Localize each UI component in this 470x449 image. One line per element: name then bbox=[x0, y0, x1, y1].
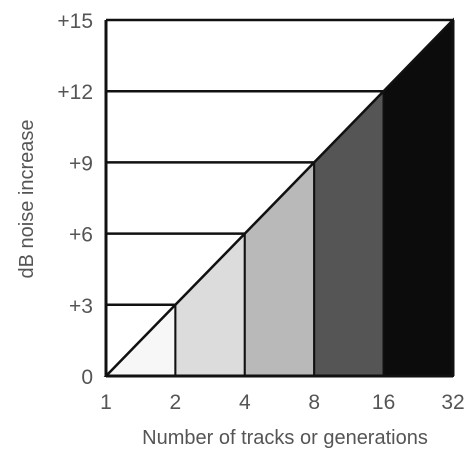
x-tick-label: 8 bbox=[308, 391, 320, 414]
area-band-5 bbox=[382, 17, 454, 377]
x-tick-label: 1 bbox=[100, 391, 112, 414]
area-band-3 bbox=[243, 159, 316, 377]
y-tick-label: +9 bbox=[69, 152, 93, 175]
series-line-layer bbox=[105, 19, 454, 377]
step-line-layer bbox=[106, 18, 453, 307]
x-tick-label: 2 bbox=[170, 391, 182, 414]
y-axis-label: dB noise increase bbox=[16, 120, 38, 279]
y-tick-labels: 0 +3 +6 +9 +12 +15 bbox=[57, 10, 93, 389]
plot-frame bbox=[104, 20, 455, 378]
y-tick-label: +12 bbox=[57, 81, 93, 104]
area-band-2 bbox=[174, 231, 246, 377]
series-line bbox=[105, 19, 454, 377]
y-tick-label: +6 bbox=[69, 224, 93, 247]
x-tick-label: 16 bbox=[372, 391, 395, 414]
x-tick-labels: 1 2 4 8 16 32 bbox=[100, 391, 465, 414]
x-tick-label: 4 bbox=[239, 391, 251, 414]
y-tick-label: +3 bbox=[69, 295, 93, 318]
y-tick-label: +15 bbox=[57, 10, 93, 33]
x-tick-label: 32 bbox=[441, 391, 464, 414]
y-tick-label: 0 bbox=[81, 366, 93, 389]
area-band-4 bbox=[313, 88, 385, 377]
x-axis-label: Number of tracks or generations bbox=[142, 427, 428, 449]
